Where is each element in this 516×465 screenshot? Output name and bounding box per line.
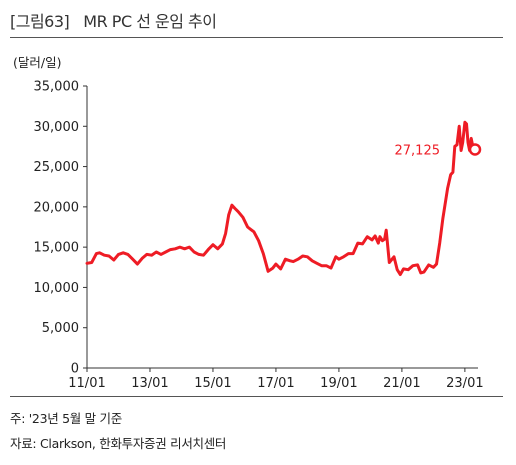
figure-header: [그림63] MR PC 선 운임 추이 [10,8,217,32]
y-tick-label: 0 [71,362,79,377]
header-divider [10,37,503,38]
y-tick-label: 35,000 [34,80,80,95]
x-tick-label: 21/01 [383,376,420,391]
y-tick-label: 10,000 [34,281,80,296]
y-tick-label: 20,000 [34,200,80,215]
x-axis: 11/01 13/01 15/01 17/01 19/01 21/01 23/01 [68,367,484,391]
footer-divider [10,396,503,397]
x-tick-label: 19/01 [320,376,357,391]
latest-value-label: 27,125 [395,143,441,158]
y-tick-label: 25,000 [34,160,80,175]
rate-series-line [85,120,480,276]
y-axis: 0 5,000 10,000 15,000 20,000 25,000 30,000 35,0… [34,80,88,377]
latest-value-marker [468,143,482,156]
y-tick-label: 30,000 [34,120,80,135]
footnote: 주: '23년 5월 말 기준 [10,411,122,426]
y-tick-label: 5,000 [42,321,79,336]
x-tick-label: 11/01 [68,376,105,391]
figure-title: MR PC 선 운임 추이 [83,12,217,31]
x-tick-label: 17/01 [257,376,294,391]
series-group: 27,125 [85,120,482,276]
x-tick-label: 15/01 [194,376,231,391]
figure-tag: [그림63] [10,12,70,31]
y-unit-label: (달러/일) [13,55,61,70]
y-tick-label: 15,000 [34,241,80,256]
x-tick-label: 23/01 [446,376,483,391]
source-note: 자료: Clarkson, 한화투자증권 리서치센터 [10,436,227,451]
x-tick-label: 13/01 [131,376,168,391]
